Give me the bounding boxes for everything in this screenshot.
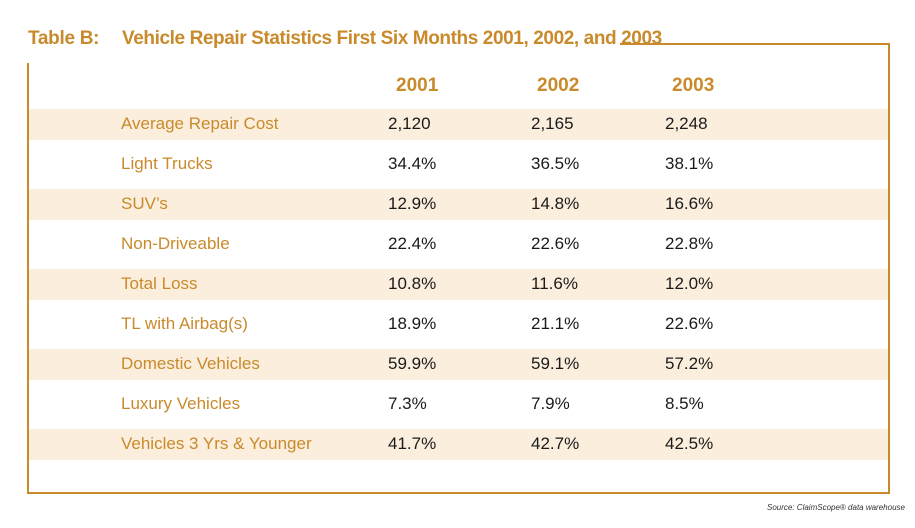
cell-value-2003: 8.5% <box>665 394 704 413</box>
table-row: Average Repair Cost 2,120 2,165 2,248 <box>29 109 888 140</box>
cell-value-2002: 2,165 <box>531 114 574 133</box>
cell-value-2001: 2,120 <box>388 114 431 133</box>
cell-value-2002: 59.1% <box>531 354 580 373</box>
column-header-2001: 2001 <box>396 75 439 96</box>
frame-bottom-line <box>27 492 890 494</box>
table-row: Domestic Vehicles 59.9% 59.1% 57.2% <box>29 349 888 380</box>
row-label: Non-Driveable <box>121 234 230 253</box>
cell-value-2002: 36.5% <box>531 154 580 173</box>
frame-left-line <box>27 63 29 494</box>
cell-value-2001: 12.9% <box>388 194 437 213</box>
row-label: Domestic Vehicles <box>121 354 260 373</box>
cell-value-2003: 16.6% <box>665 194 714 213</box>
cell-value-2002: 14.8% <box>531 194 580 213</box>
table-row: Luxury Vehicles 7.3% 7.9% 8.5% <box>29 389 888 420</box>
table-label: Table B: <box>28 28 100 49</box>
cell-value-2002: 11.6% <box>531 274 578 293</box>
cell-value-2001: 59.9% <box>388 354 437 373</box>
frame-top-line <box>620 43 890 45</box>
table-row: Non-Driveable 22.4% 22.6% 22.8% <box>29 229 888 260</box>
column-header-2002: 2002 <box>537 75 580 96</box>
cell-value-2001: 10.8% <box>388 274 437 293</box>
table-row: Light Trucks 34.4% 36.5% 38.1% <box>29 149 888 180</box>
table-title: Vehicle Repair Statistics First Six Mont… <box>122 28 662 49</box>
row-label: TL with Airbag(s) <box>121 314 248 333</box>
table-row: SUV’s 12.9% 14.8% 16.6% <box>29 189 888 220</box>
cell-value-2003: 12.0% <box>665 274 714 293</box>
row-label: Light Trucks <box>121 154 213 173</box>
frame-right-line <box>888 43 890 494</box>
cell-value-2003: 42.5% <box>665 434 714 453</box>
cell-value-2003: 22.8% <box>665 234 714 253</box>
cell-value-2001: 7.3% <box>388 394 427 413</box>
cell-value-2001: 22.4% <box>388 234 437 253</box>
row-label: Average Repair Cost <box>121 114 279 133</box>
table-row: Vehicles 3 Yrs & Younger 41.7% 42.7% 42.5% <box>29 429 888 460</box>
table-row: Total Loss 10.8% 11.6% 12.0% <box>29 269 888 300</box>
cell-value-2002: 7.9% <box>531 394 570 413</box>
cell-value-2003: 57.2% <box>665 354 714 373</box>
cell-value-2003: 22.6% <box>665 314 714 333</box>
cell-value-2002: 42.7% <box>531 434 580 453</box>
cell-value-2001: 41.7% <box>388 434 437 453</box>
cell-value-2002: 22.6% <box>531 234 580 253</box>
cell-value-2003: 2,248 <box>665 114 708 133</box>
row-label: Vehicles 3 Yrs & Younger <box>121 434 312 453</box>
row-label: Luxury Vehicles <box>121 394 241 413</box>
column-header-2003: 2003 <box>672 75 715 96</box>
source-note: Source: ClaimScope® data warehouse <box>767 503 905 512</box>
row-label: Total Loss <box>121 274 198 293</box>
cell-value-2001: 34.4% <box>388 154 437 173</box>
table-row: TL with Airbag(s) 18.9% 21.1% 22.6% <box>29 309 888 340</box>
row-label: SUV’s <box>121 194 168 213</box>
cell-value-2003: 38.1% <box>665 154 714 173</box>
cell-value-2001: 18.9% <box>388 314 437 333</box>
cell-value-2002: 21.1% <box>531 314 580 333</box>
